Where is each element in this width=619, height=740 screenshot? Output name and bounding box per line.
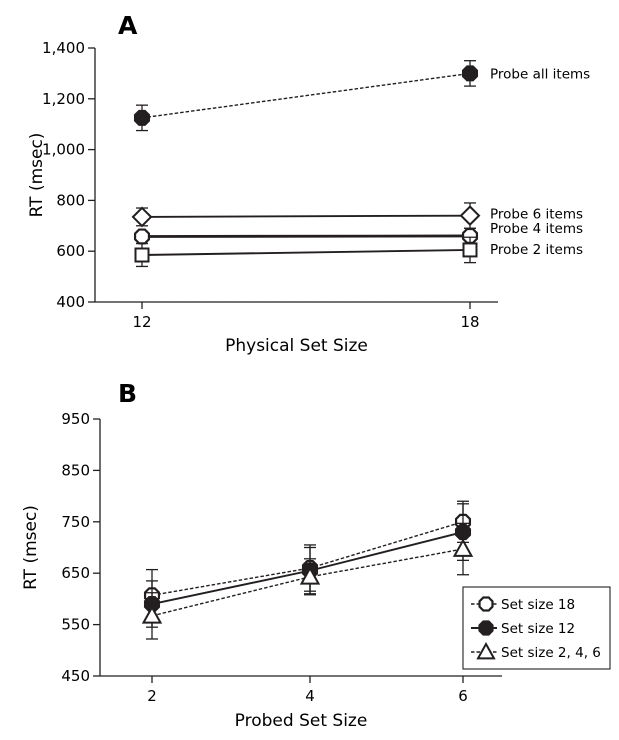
- panel-b-legend: Set size 18 Set size 12 Set size 2, 4, 6: [462, 586, 611, 670]
- series-line-probe-6-items: [141, 214, 471, 218]
- series-label-probe-6-items: Probe 6 items: [490, 207, 583, 223]
- data-point: [461, 65, 479, 82]
- legend-label: Set size 18: [501, 597, 575, 613]
- series-set-size-12: [143, 503, 472, 628]
- data-point: [133, 228, 151, 245]
- a-y-tick-label: 1,000: [42, 141, 85, 159]
- b-y-tick-label: 850: [61, 461, 90, 479]
- data-point: [459, 205, 481, 227]
- panel-b-x-axis-label: Probed Set Size: [235, 711, 368, 731]
- series-set-size-2-4-6: [141, 522, 474, 640]
- series-set-size-18: [143, 500, 472, 622]
- legend-marker: [476, 641, 496, 660]
- a-x-tick-label: 18: [460, 313, 479, 331]
- a-y-tick-label: 1,400: [42, 39, 85, 57]
- data-point: [299, 566, 321, 585]
- panel-a-y-axis-label: RT (msec): [27, 133, 47, 218]
- legend-item-set-size-12: Set size 12: [471, 620, 575, 637]
- legend-marker: [478, 596, 494, 612]
- b-x-tick-label: 2: [147, 687, 157, 705]
- a-x-tick-label: 12: [132, 313, 151, 331]
- b-y-tick-label: 450: [61, 667, 90, 685]
- b-y-tick-label: 750: [61, 513, 90, 531]
- b-y-tick-label: 950: [61, 410, 90, 428]
- legend-item-set-size-18: Set size 18: [471, 596, 575, 613]
- series-line-probe-2-items: [141, 248, 471, 256]
- data-point: [134, 247, 150, 263]
- panel-a-x-axis-label: Physical Set Size: [225, 336, 368, 356]
- a-y-tick-label: 800: [56, 191, 85, 209]
- a-y-tick-label: 400: [56, 293, 85, 311]
- data-point: [141, 605, 163, 624]
- panel-a: A 400 600 800 1,000 1,200 1,400 12 18 RT (msec…: [27, 11, 590, 356]
- data-point: [131, 206, 153, 228]
- data-point: [452, 538, 474, 557]
- series-line-probe-4-items: [141, 234, 471, 238]
- series-probe-4-items: Probe 4 items: [133, 221, 583, 245]
- legend-label: Set size 12: [501, 621, 575, 637]
- a-y-tick-label: 1,200: [42, 90, 85, 108]
- series-label-probe-2-items: Probe 2 items: [490, 242, 583, 258]
- series-probe-2-items: Probe 2 items: [134, 236, 583, 268]
- data-point: [462, 242, 478, 258]
- panel-b-y-axis-label: RT (msec): [21, 505, 41, 590]
- b-x-tick-label: 4: [305, 687, 315, 705]
- series-label-probe-all-items: Probe all items: [490, 66, 590, 82]
- panel-b-letter: B: [118, 379, 137, 408]
- panel-b: B 450 550 650 750 850 950 2 4 6 RT (msec) Probe…: [21, 379, 611, 731]
- panel-a-letter: A: [118, 11, 138, 40]
- data-point: [133, 109, 151, 126]
- b-x-tick-label: 6: [458, 687, 468, 705]
- b-y-tick-label: 550: [61, 616, 90, 634]
- legend-item-set-size-2-4-6: Set size 2, 4, 6: [471, 641, 601, 661]
- b-y-tick-label: 650: [61, 564, 90, 582]
- a-y-tick-label: 600: [56, 242, 85, 260]
- series-label-probe-4-items: Probe 4 items: [490, 221, 583, 237]
- series-line-probe-all-items: [141, 72, 471, 119]
- legend-label: Set size 2, 4, 6: [501, 645, 601, 661]
- legend-marker: [478, 620, 494, 636]
- series-probe-all-items: Probe all items: [133, 60, 590, 132]
